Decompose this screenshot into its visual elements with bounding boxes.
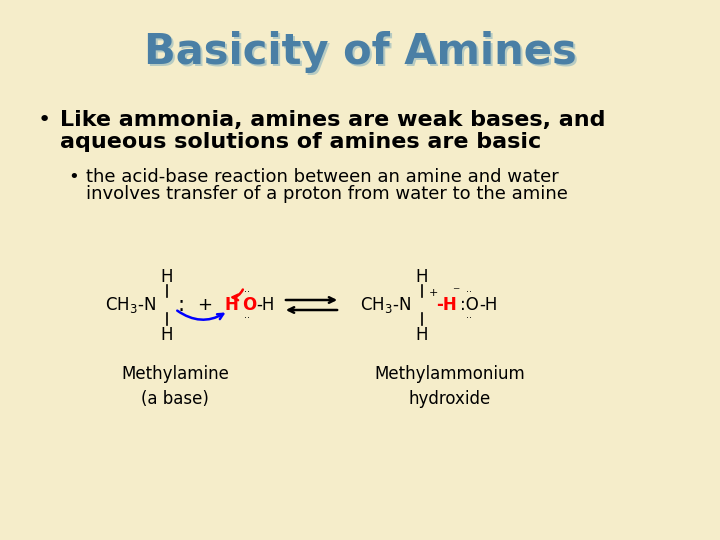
- Text: •: •: [68, 168, 78, 186]
- Text: -H: -H: [479, 296, 498, 314]
- Text: aqueous solutions of amines are basic: aqueous solutions of amines are basic: [60, 132, 541, 152]
- Text: -H: -H: [256, 296, 274, 314]
- Text: ⁻: ⁻: [452, 285, 459, 299]
- Text: •: •: [38, 110, 51, 130]
- Text: Like ammonia, amines are weak bases, and: Like ammonia, amines are weak bases, and: [60, 110, 606, 130]
- Text: H: H: [415, 326, 428, 344]
- Text: :O: :O: [460, 296, 479, 314]
- Text: H: H: [161, 326, 174, 344]
- Text: H: H: [415, 268, 428, 286]
- Text: Basicity of Amines: Basicity of Amines: [143, 31, 577, 73]
- Text: Methylamine
(a base): Methylamine (a base): [121, 365, 229, 408]
- Text: H: H: [161, 268, 174, 286]
- Text: +: +: [429, 288, 438, 298]
- Text: involves transfer of a proton from water to the amine: involves transfer of a proton from water…: [86, 185, 568, 203]
- Text: Basicity of Amines: Basicity of Amines: [145, 33, 578, 75]
- Text: Methylammonium
hydroxide: Methylammonium hydroxide: [374, 365, 526, 408]
- Text: ··: ··: [466, 313, 472, 323]
- Text: -H: -H: [436, 296, 456, 314]
- Text: O: O: [242, 296, 256, 314]
- Text: ··: ··: [466, 287, 472, 297]
- Text: ··: ··: [244, 313, 250, 323]
- Text: +: +: [197, 296, 212, 314]
- Text: :: :: [177, 295, 184, 315]
- Text: $\mathregular{CH_3}$-N: $\mathregular{CH_3}$-N: [360, 295, 411, 315]
- Text: the acid-base reaction between an amine and water: the acid-base reaction between an amine …: [86, 168, 559, 186]
- Text: ··: ··: [244, 287, 250, 297]
- Text: H: H: [225, 296, 239, 314]
- Text: $\mathregular{CH_3}$-N: $\mathregular{CH_3}$-N: [105, 295, 156, 315]
